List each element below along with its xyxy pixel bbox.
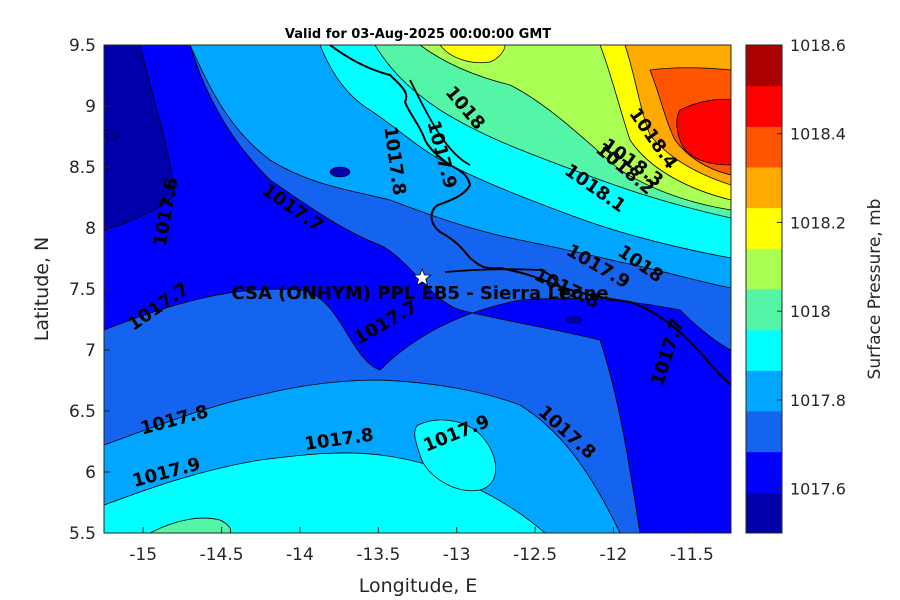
border-line [409, 79, 566, 301]
colorbar-tick-label: 1018.4 [790, 125, 846, 144]
colorbar-swatch [746, 45, 782, 87]
y-axis-label: Latitude, N [31, 237, 53, 342]
x-tick-label: -14.5 [200, 545, 244, 565]
x-tick-label: -15 [129, 545, 157, 565]
y-tick-label: 9.5 [69, 36, 96, 56]
x-axis: -15 -14.5 -14 -13.5 -13 -12.5 -12 -11.5 [129, 527, 714, 565]
map-title: Valid for 03-Aug-2025 00:00:00 GMT [285, 27, 551, 42]
y-tick-label: 9 [85, 97, 96, 117]
field-1018.5 [676, 98, 731, 166]
field-1017.5-spot [329, 166, 351, 178]
x-tick-label: -12 [600, 545, 628, 565]
colorbar-swatch [746, 167, 782, 209]
x-tick-label: -12.5 [513, 545, 557, 565]
colorbar-tick-label: 1018 [790, 302, 831, 321]
colorbar-swatch [746, 248, 782, 290]
y-tick-label: 7 [85, 341, 96, 361]
colorbar-swatch [746, 329, 782, 371]
colorbar-swatch [746, 289, 782, 331]
colorbar-swatch [746, 451, 782, 493]
colorbar-swatch [746, 492, 782, 534]
colorbar-swatch [746, 207, 782, 249]
y-tick-label: 8.5 [69, 158, 96, 178]
colorbar-tick-label: 1017.8 [790, 391, 846, 410]
x-tick-label: -14 [286, 545, 314, 565]
colorbar-tick-label: 1018.2 [790, 213, 846, 232]
field-1017.5 [104, 45, 176, 231]
colorbar-swatch [746, 411, 782, 453]
y-tick-label: 7.5 [69, 280, 96, 300]
field-1017.9-patch [414, 419, 497, 492]
x-axis-label: Longitude, E [359, 575, 478, 597]
y-axis: 9.5 9 8.5 8 7.5 7 6.5 6 5.5 [69, 36, 110, 544]
colorbar-label: Surface Pressure, mb [865, 199, 885, 380]
coastline [329, 45, 731, 386]
y-tick-label: 5.5 [69, 524, 96, 544]
y-tick-label: 8 [85, 219, 96, 239]
site-marker: CSA (ONHYM) PPL EB5 - Sierra Leone [231, 267, 609, 304]
contour-field [104, 45, 731, 533]
colorbar-swatch [746, 370, 782, 412]
field-1018-top-patch [439, 45, 506, 64]
field-1017.5-spot-b [565, 316, 583, 324]
colorbar-swatch [746, 85, 782, 127]
colorbar: 1018.6 1018.4 1018.2 1018 1017.8 1017.6 [745, 36, 846, 534]
field-1018-south [149, 517, 232, 533]
y-tick-label: 6.5 [69, 402, 96, 422]
y-tick-label: 6 [85, 463, 96, 483]
field-1017.5-b [104, 129, 118, 141]
x-tick-label: -13.5 [356, 545, 400, 565]
colorbar-tick-label: 1018.6 [790, 36, 846, 55]
colorbar-tick-label: 1017.6 [790, 480, 846, 499]
x-tick-label: -13 [443, 545, 471, 565]
site-label: CSA (ONHYM) PPL EB5 - Sierra Leone [231, 283, 608, 304]
colorbar-swatch [746, 126, 782, 168]
field-1017.6 [104, 45, 731, 533]
site-star-icon [412, 267, 432, 287]
colorbar-frame [745, 44, 783, 534]
x-tick-label: -11.5 [670, 545, 714, 565]
